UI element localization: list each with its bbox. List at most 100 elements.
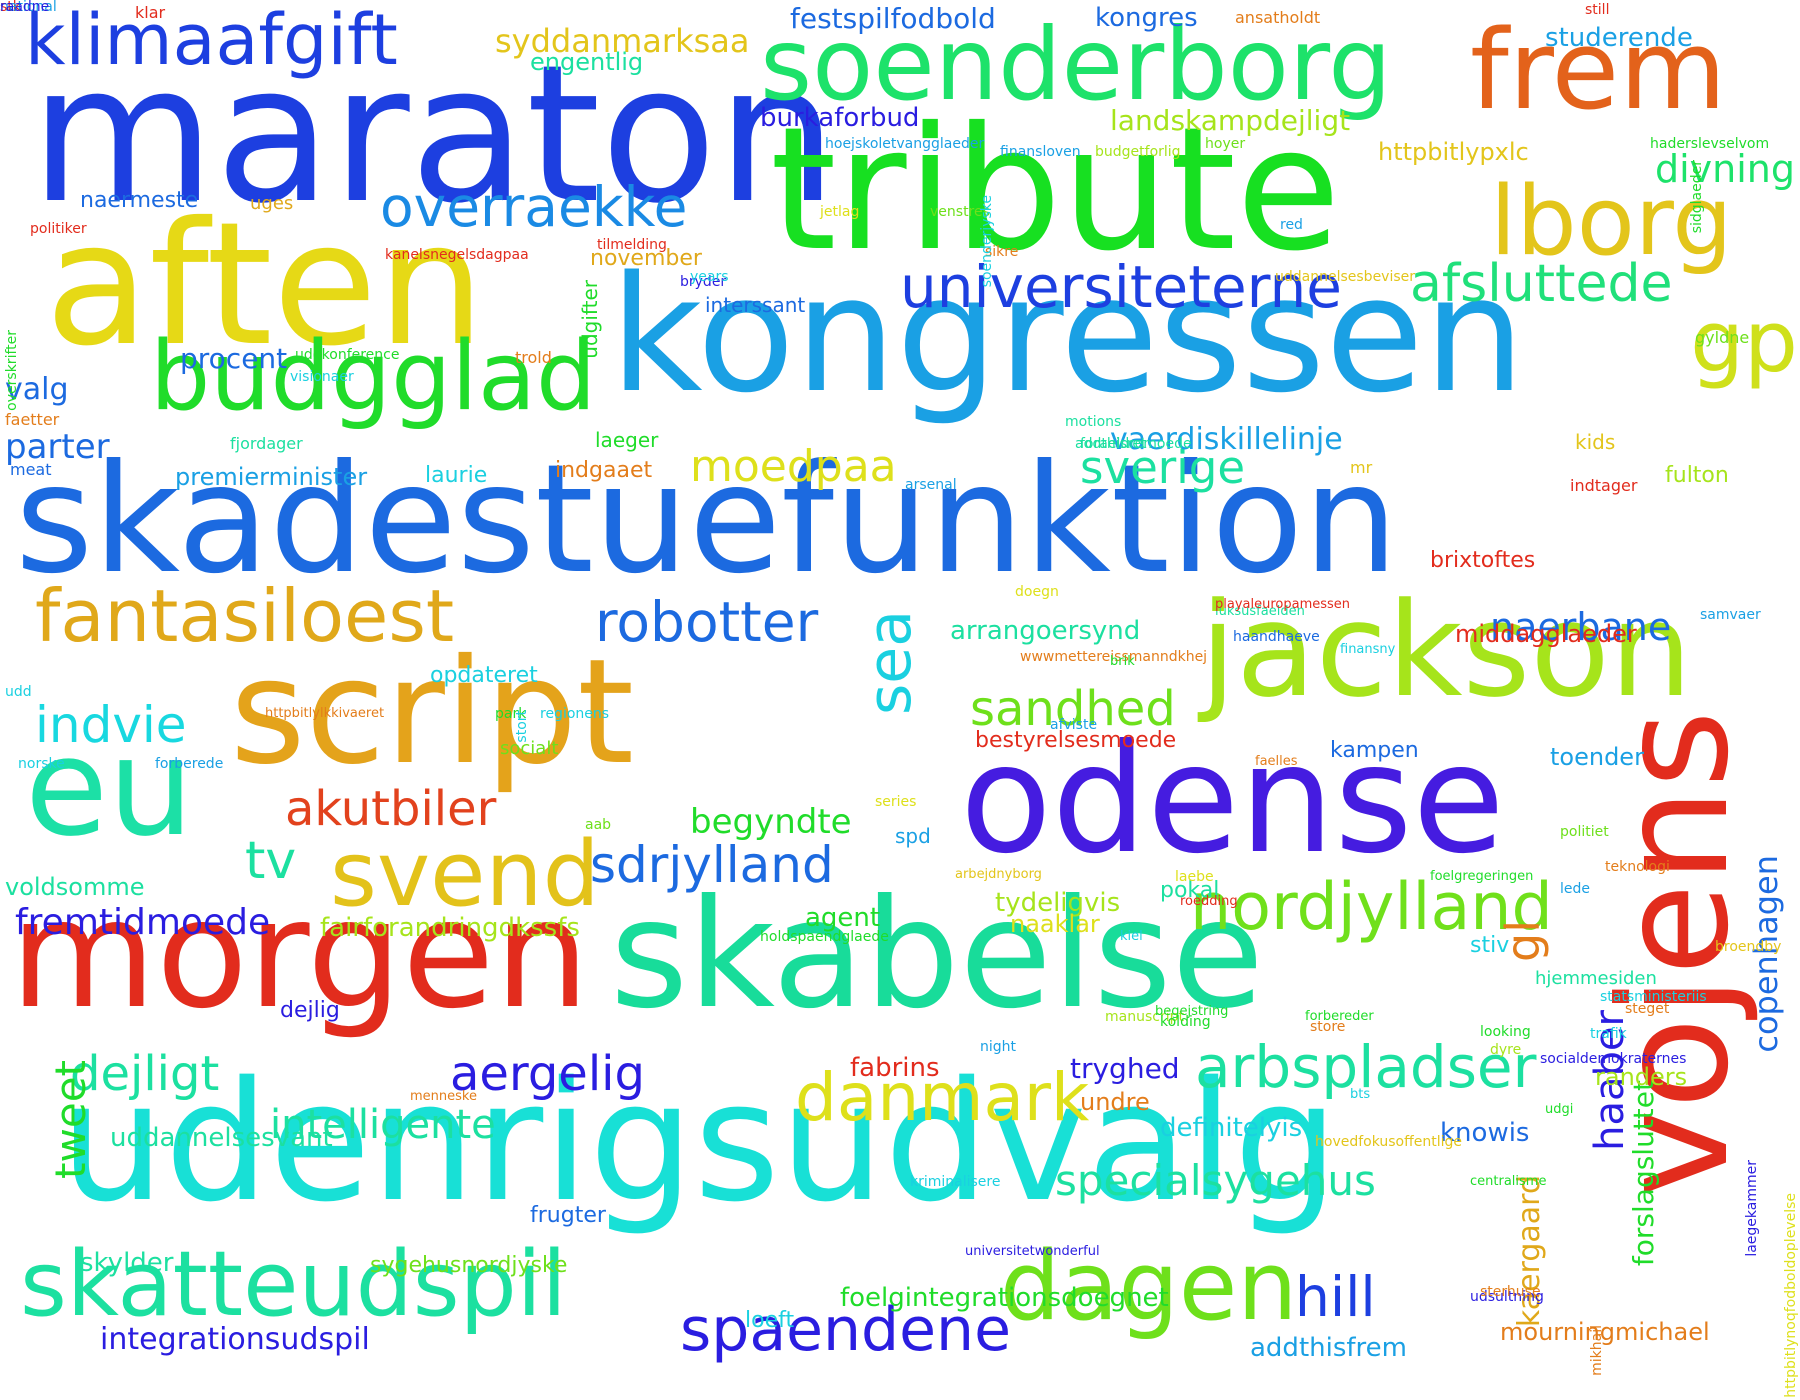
cloud-word: divning — [1655, 147, 1796, 191]
cloud-word: forbereder — [1305, 1009, 1374, 1024]
cloud-word: aergelig — [450, 1046, 645, 1102]
cloud-word: holdspaendglaede — [760, 929, 889, 945]
cloud-word: afsluttede — [1410, 254, 1673, 314]
cloud-word: sdrjylland — [590, 836, 834, 894]
cloud-word: forberede — [155, 756, 224, 772]
cloud-word: bts — [1350, 1087, 1371, 1102]
cloud-word: centralisme — [1470, 1174, 1547, 1189]
cloud-word: politiet — [1560, 824, 1609, 840]
cloud-word: stort — [514, 710, 530, 743]
cloud-word: sikre — [985, 244, 1019, 260]
cloud-word: hill — [1295, 1265, 1376, 1329]
cloud-word: voldsomme — [5, 873, 145, 901]
cloud-word: udd — [5, 684, 32, 700]
cloud-word: indgaaet — [555, 458, 653, 483]
cloud-word: laegekammer — [1744, 1160, 1760, 1257]
cloud-word: venstres — [930, 204, 990, 220]
cloud-word: sterhuse — [1480, 1284, 1541, 1300]
cloud-word: manuscript — [1105, 1009, 1184, 1025]
cloud-word: dyre — [1490, 1042, 1522, 1058]
cloud-word: lborg — [1490, 167, 1733, 277]
cloud-word: budgglad — [150, 322, 597, 432]
cloud-word: series — [875, 794, 917, 810]
cloud-word: foelgintegrationsdoegnet — [840, 1283, 1169, 1313]
cloud-word: robotter — [595, 590, 819, 654]
cloud-word: brixtoftes — [1430, 548, 1536, 573]
cloud-word: sidglaeder — [1689, 160, 1705, 234]
cloud-word: httpbitlynoqfodboldoplevelse — [1783, 1193, 1799, 1398]
cloud-word: burkaforbud — [760, 103, 920, 133]
cloud-word: finansny — [1340, 642, 1396, 657]
cloud-word: loeft — [745, 1308, 795, 1333]
cloud-word: frem — [1470, 6, 1727, 134]
cloud-word: sea — [855, 610, 925, 715]
cloud-word: danmark — [795, 1059, 1090, 1136]
cloud-word: skabelse — [610, 868, 1264, 1042]
cloud-word: store — [1310, 1019, 1346, 1035]
cloud-word: morgen — [10, 868, 590, 1042]
cloud-word: valg — [5, 372, 69, 407]
cloud-word: udgi — [1545, 1102, 1574, 1117]
cloud-word: uges — [250, 193, 294, 214]
cloud-word: soenderjyske — [979, 195, 995, 288]
cloud-word: dejlig — [280, 998, 340, 1023]
cloud-word: agent — [805, 903, 881, 933]
cloud-word: afviste — [1050, 717, 1098, 733]
cloud-word: script — [230, 628, 635, 797]
cloud-word: faelles — [1255, 754, 1298, 769]
cloud-word: tv — [245, 831, 297, 891]
cloud-word: laurie — [425, 463, 488, 488]
cloud-word: tilmelding — [597, 237, 667, 253]
cloud-word: universiteterne — [900, 253, 1342, 321]
cloud-word: kriminalisere — [910, 1174, 1001, 1190]
cloud-word: statsministeriis — [1600, 989, 1707, 1005]
cloud-word: luksusfaelden — [1215, 604, 1305, 619]
cloud-word: aab — [585, 817, 612, 833]
cloud-word: overskrifter — [4, 330, 20, 411]
cloud-word: procent — [180, 342, 288, 375]
cloud-word: parter — [5, 427, 110, 467]
cloud-word: fantasiloest — [35, 574, 455, 658]
cloud-word: dejligt — [70, 1046, 220, 1102]
cloud-word: hoejskoletvangglaeder — [825, 136, 985, 152]
cloud-word: kongressen — [610, 241, 1526, 428]
cloud-word: premierminister — [175, 463, 368, 491]
cloud-word: klimaafgift — [25, 0, 398, 81]
cloud-word: integrationsudspil — [100, 1322, 370, 1357]
cloud-word: years — [690, 269, 729, 285]
cloud-word: bryder — [680, 274, 727, 290]
cloud-word: tydeligvis — [995, 888, 1121, 918]
cloud-word: bestyrelsesmoede — [975, 728, 1177, 753]
cloud-word: norske — [18, 756, 65, 772]
cloud-word: maraton — [30, 24, 838, 245]
cloud-word: arrangoersynd — [950, 616, 1141, 646]
cloud-word: begejstring — [1155, 1004, 1229, 1019]
cloud-word: skatteudspil — [20, 1232, 567, 1337]
cloud-word: universitetwonderful — [965, 1244, 1100, 1259]
cloud-word: spaendene — [680, 1295, 1011, 1365]
cloud-word: laeger — [595, 428, 659, 452]
cloud-word: fulton — [1665, 463, 1729, 488]
cloud-word: indvie — [35, 696, 187, 754]
cloud-word: definitelyis — [1160, 1113, 1303, 1143]
cloud-word: broendby — [1715, 939, 1782, 955]
cloud-word: tryghed — [1070, 1052, 1180, 1085]
cloud-word: begyndte — [690, 802, 852, 842]
cloud-word: mikhail — [1589, 1325, 1605, 1376]
cloud-word: finansloven — [1000, 144, 1081, 160]
cloud-word: skylder — [80, 1248, 174, 1278]
cloud-word: faetter — [5, 410, 60, 429]
cloud-word: forslagsluttet — [1627, 1080, 1660, 1267]
cloud-word: haderslevselvom — [1650, 136, 1770, 152]
cloud-word: specialsygehus — [1055, 1156, 1376, 1205]
cloud-word: foraeldremoede — [1080, 436, 1192, 452]
cloud-word: budgetforlig — [1095, 144, 1181, 160]
cloud-word: wwwmettereissmanndkhej — [1020, 649, 1208, 665]
cloud-word: intelligente — [270, 1102, 496, 1148]
cloud-word: gp — [1690, 293, 1798, 392]
cloud-word: laebe — [1175, 869, 1214, 885]
cloud-word: kampen — [1330, 738, 1419, 763]
cloud-word: kids — [1575, 430, 1616, 454]
cloud-word: naaklar — [1010, 910, 1100, 938]
